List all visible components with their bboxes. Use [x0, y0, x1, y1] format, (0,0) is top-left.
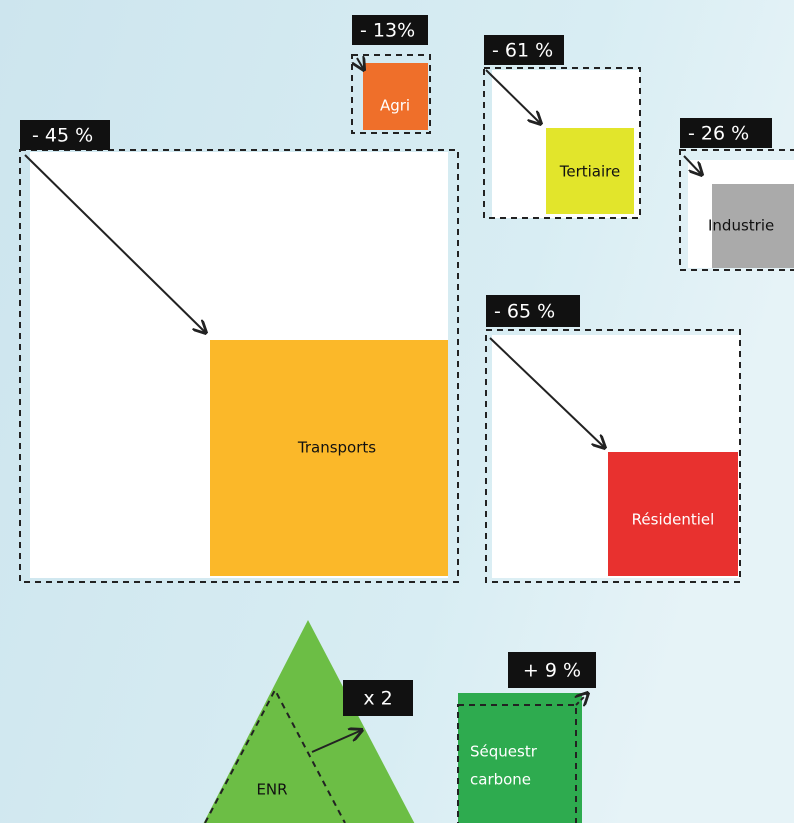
- sequestration-group: + 9 % Séquestr carbone: [457, 652, 596, 823]
- sector-label: Séquestr: [470, 743, 538, 761]
- after-box: [363, 63, 428, 130]
- change-label: - 61 %: [492, 40, 553, 62]
- change-label: - 65 %: [494, 301, 555, 323]
- sector-label: ENR: [256, 781, 287, 799]
- after-box: [608, 452, 738, 576]
- dashed-frame: [483, 67, 641, 219]
- dashed-frame: [351, 54, 431, 134]
- dashed-frame: [485, 329, 741, 583]
- arrow: [485, 69, 541, 124]
- change-label: + 9 %: [523, 660, 581, 682]
- sector-label: Tertiaire: [559, 163, 620, 181]
- diagram: - 45 % Transports - 13% Agri - 61 % Tert…: [19, 15, 794, 823]
- sector-label: Transports: [297, 439, 376, 457]
- after-box: [458, 693, 582, 823]
- dashed-frame: [679, 149, 794, 271]
- sector-label: Résidentiel: [632, 511, 715, 529]
- tag-box: [486, 295, 580, 327]
- agri-group: - 13% Agri: [351, 15, 431, 134]
- change-label: x 2: [363, 688, 392, 710]
- tertiaire-group: - 61 % Tertiaire: [483, 35, 641, 219]
- transports-group: - 45 % Transports: [19, 120, 459, 583]
- arrow: [24, 154, 206, 333]
- enr-group: x 2 ENR: [203, 620, 415, 823]
- dashed-frame: [19, 149, 459, 583]
- arrow: [357, 58, 364, 70]
- change-label: - 45 %: [32, 125, 93, 147]
- change-label: - 13%: [360, 20, 415, 42]
- dashed-frame: [457, 704, 577, 823]
- arrow: [576, 693, 588, 705]
- sector-label: Industrie: [708, 217, 774, 235]
- arrow: [489, 337, 605, 448]
- after-box: [546, 128, 634, 214]
- industrie-group: - 26 % Industrie: [679, 118, 794, 271]
- after-box: [210, 340, 448, 576]
- arrow: [311, 730, 362, 753]
- tag-box: [352, 15, 428, 45]
- tag-box: [20, 120, 110, 150]
- tag-box: [484, 35, 564, 65]
- triangle-after: [203, 620, 415, 823]
- tag-box: [343, 680, 413, 716]
- sector-label: carbone: [470, 771, 531, 789]
- residentiel-group: - 65 % Résidentiel: [485, 295, 741, 583]
- change-label: - 26 %: [688, 123, 749, 145]
- sector-label: Agri: [380, 97, 410, 115]
- after-box: [712, 184, 794, 268]
- arrow: [683, 155, 702, 175]
- tag-box: [680, 118, 772, 148]
- tag-box: [508, 652, 596, 688]
